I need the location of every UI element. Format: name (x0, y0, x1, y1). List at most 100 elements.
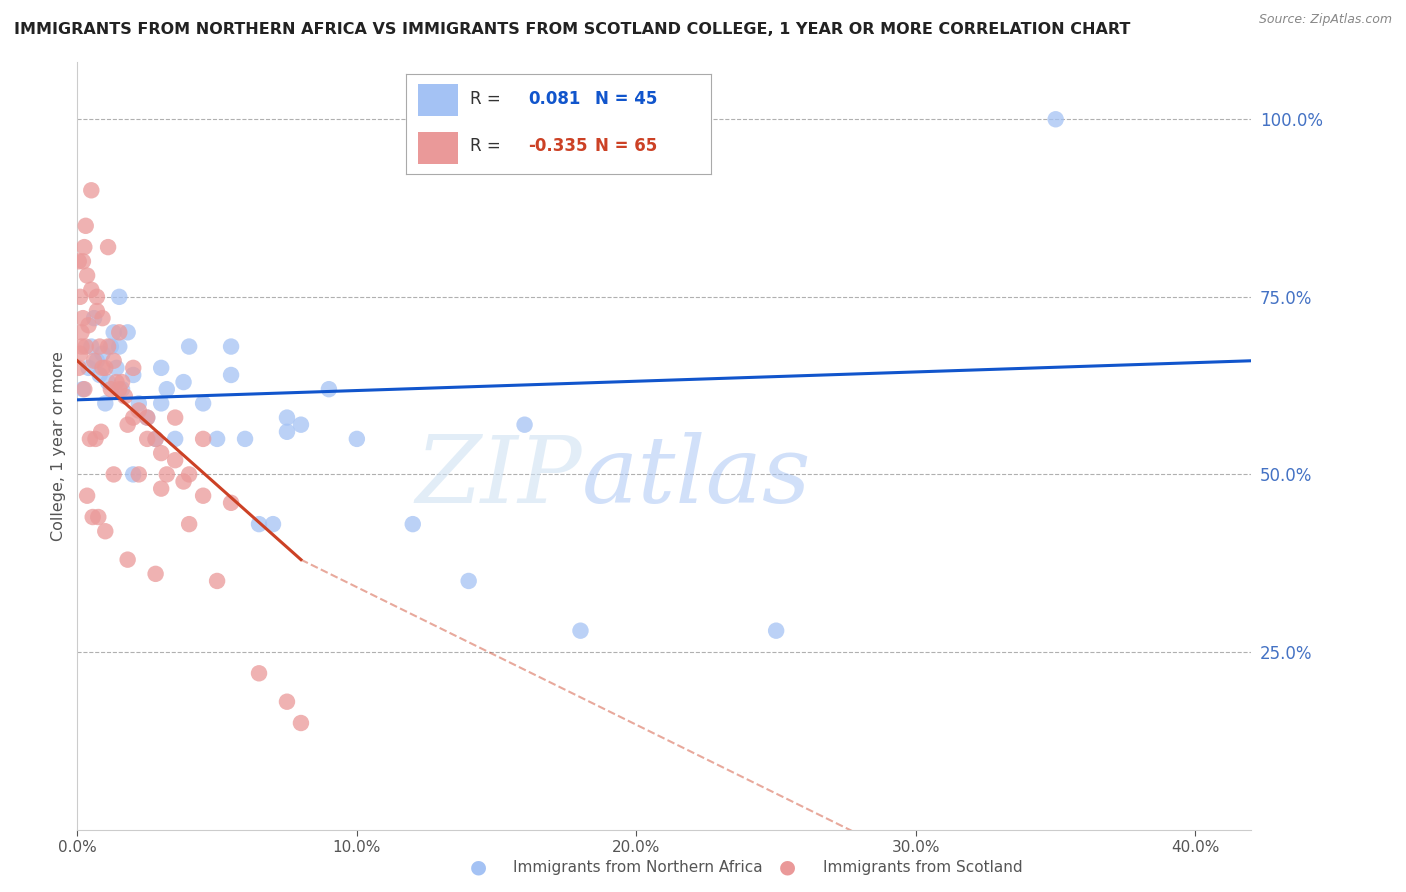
Point (67, 360, 90, 375)
Point (191, 396, 214, 410)
Text: ●: ● (779, 857, 796, 877)
Point (75, 219, 97, 233)
Point (94, 360, 117, 375)
Point (145, 566, 167, 581)
Point (89, 368, 111, 382)
Text: IMMIGRANTS FROM NORTHERN AFRICA VS IMMIGRANTS FROM SCOTLAND COLLEGE, 1 YEAR OR M: IMMIGRANTS FROM NORTHERN AFRICA VS IMMIG… (14, 22, 1130, 37)
Point (103, 353, 125, 368)
Point (73, 240, 96, 254)
Text: ●: ● (470, 857, 486, 877)
Point (262, 517, 284, 532)
Point (108, 326, 131, 340)
Point (233, 432, 256, 446)
Point (122, 467, 145, 482)
Point (111, 375, 134, 389)
Point (82, 510, 104, 524)
Point (117, 417, 139, 432)
Point (70, 340, 93, 354)
Point (205, 432, 228, 446)
Point (276, 410, 298, 425)
Text: Immigrants from Scotland: Immigrants from Scotland (823, 860, 1022, 874)
Point (145, 432, 167, 446)
Text: Immigrants from Northern Africa: Immigrants from Northern Africa (513, 860, 763, 874)
Point (122, 360, 145, 375)
Point (73, 382, 96, 396)
Point (165, 410, 187, 425)
Point (79, 432, 101, 446)
Point (173, 375, 195, 389)
Point (128, 396, 150, 410)
Point (122, 368, 145, 382)
Y-axis label: College, 1 year or more: College, 1 year or more (51, 351, 66, 541)
Point (108, 382, 131, 396)
Point (84, 432, 107, 446)
Point (105, 375, 128, 389)
Point (318, 382, 340, 396)
Point (136, 410, 159, 425)
Point (136, 410, 159, 425)
Point (156, 382, 179, 396)
Point (111, 382, 134, 396)
Point (100, 382, 122, 396)
Point (150, 360, 173, 375)
Text: atlas: atlas (582, 432, 811, 522)
Point (136, 432, 159, 446)
Point (1045, 112, 1067, 127)
Point (569, 624, 592, 638)
Point (87, 510, 110, 524)
Point (103, 326, 125, 340)
Point (76, 268, 98, 283)
Point (108, 290, 131, 304)
Point (83, 311, 105, 326)
Point (122, 410, 145, 425)
Point (100, 340, 122, 354)
Point (179, 467, 201, 482)
Text: ZIP: ZIP (416, 432, 582, 522)
Point (165, 432, 187, 446)
Point (75, 340, 97, 354)
Point (247, 517, 270, 532)
Point (219, 496, 242, 510)
Point (457, 574, 479, 588)
Point (80, 340, 103, 354)
Text: Source: ZipAtlas.com: Source: ZipAtlas.com (1258, 13, 1392, 27)
Point (117, 326, 139, 340)
Point (72, 254, 94, 268)
Point (80, 283, 103, 297)
Point (219, 368, 242, 382)
Point (165, 453, 187, 467)
Point (76, 489, 98, 503)
Point (150, 446, 173, 460)
Point (108, 340, 131, 354)
Point (105, 360, 128, 375)
Point (80, 183, 103, 197)
Point (128, 403, 150, 417)
Point (150, 482, 173, 496)
Point (145, 432, 167, 446)
Point (219, 340, 242, 354)
Point (173, 475, 195, 489)
Point (97, 340, 120, 354)
Point (276, 695, 298, 709)
Point (90, 425, 112, 439)
Point (179, 517, 201, 532)
Point (103, 467, 125, 482)
Point (513, 417, 536, 432)
Point (117, 552, 139, 566)
Point (247, 666, 270, 681)
Point (179, 340, 201, 354)
Point (94, 524, 117, 539)
Point (128, 467, 150, 482)
Point (91, 311, 114, 326)
Point (89, 340, 111, 354)
Point (83, 353, 105, 368)
Point (97, 375, 120, 389)
Point (72, 311, 94, 326)
Point (86, 353, 108, 368)
Point (94, 396, 117, 410)
Point (402, 517, 425, 532)
Point (205, 574, 228, 588)
Point (290, 417, 312, 432)
Point (91, 360, 114, 375)
Point (765, 624, 787, 638)
